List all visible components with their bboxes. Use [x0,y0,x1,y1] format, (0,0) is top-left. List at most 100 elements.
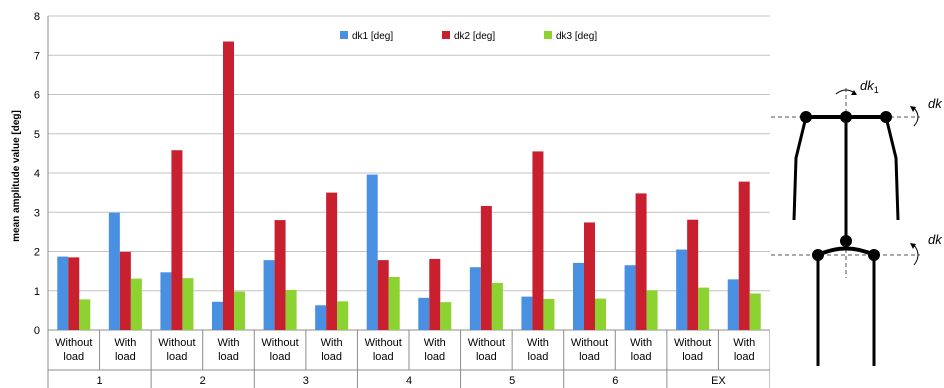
left-hip-joint [812,249,824,261]
subcategory-label: load [373,351,394,363]
subcategory-label: Without [365,337,402,349]
y-tick-label: 7 [34,50,40,62]
y-tick-label: 0 [34,325,40,337]
subcategory-label: Without [55,337,92,349]
bar-3 [79,299,91,330]
subcategory-label: With [218,337,240,349]
pelvis-center-joint [840,235,852,247]
bar-3 [440,302,452,330]
subcategory-label: load [734,351,755,363]
subcategory-label: load [63,351,84,363]
dk1-arrowhead [851,90,857,95]
bar-1 [418,297,430,330]
legend-swatch [544,31,552,39]
legend-label: dk3 [deg] [556,31,597,42]
bar-2 [532,151,544,330]
y-tick-label: 1 [34,286,40,298]
subcategory-label: Without [261,337,298,349]
right-shoulder-joint [880,111,892,123]
upper-arrowhead [910,106,916,112]
bar-2 [584,222,595,330]
subcategory-label: load [115,351,136,363]
legend-swatch [340,31,348,39]
bar-3 [182,278,194,330]
subcategory-label: load [167,351,188,363]
bar-1 [624,265,636,330]
subcategory-label: load [424,351,445,363]
lower-arrowhead [910,243,916,249]
bar-1 [727,279,739,330]
bar-3 [646,290,658,330]
legend: dk1 [deg] dk2 [deg] dk3 [deg] [340,31,597,42]
bar-2 [274,220,286,330]
bars [57,41,761,330]
upper-rotation-arrow [913,107,919,127]
lower-rotation-arrow [913,244,919,266]
bar-chart: 0 1 2 3 4 5 6 7 8 Without load With load Without load… [11,11,770,388]
bar-1 [676,249,688,330]
bar-2 [119,251,131,330]
right-arm [884,116,900,221]
subcategory-label: Without [468,337,505,349]
y-tick-labels: 0 1 2 3 4 5 6 7 8 [34,11,40,337]
bar-1 [521,296,533,330]
bar-1 [573,262,584,330]
bar-3 [543,298,555,330]
bar-2 [68,257,80,330]
bar-3 [234,291,245,330]
bar-2 [480,205,492,330]
category-axis-table: Without load With load Without load With load Wi… [47,330,770,388]
group-label: 3 [303,375,309,387]
subcategory-label: load [579,351,600,363]
bar-1 [108,212,120,330]
bar-1 [212,301,223,330]
bar-1 [366,174,378,330]
subcategory-label: load [476,351,497,363]
subcategory-label: load [321,351,342,363]
y-tick-label: 4 [34,168,40,180]
bar-1 [469,267,481,330]
bar-3 [337,301,349,330]
y-tick-label: 2 [34,247,40,259]
bar-2 [326,192,338,330]
group-label: 2 [200,375,206,387]
bar-2 [738,181,750,330]
subcategory-label: With [733,337,755,349]
bar-2 [377,260,389,330]
group-label: EX [711,375,726,387]
bar-2 [171,150,183,330]
y-tick-label: 6 [34,90,40,102]
bar-3 [749,293,761,330]
center-shoulder-joint [840,111,852,123]
bar-3 [388,277,400,330]
left-shoulder-joint [800,111,812,123]
group-label: 6 [612,375,618,387]
y-axis-label: mean amplitude value [deg] [11,110,22,242]
legend-label: dk1 [deg] [352,31,393,42]
right-hip-joint [868,249,880,261]
group-label: 4 [406,375,412,387]
subcategory-label: With [114,337,136,349]
lower-dk-label: dk [928,232,943,247]
legend-swatch [442,31,450,39]
bar-1 [315,305,327,330]
bar-2 [429,258,441,330]
subcategory-label: With [630,337,652,349]
y-tick-label: 5 [34,129,40,141]
kinematic-diagram: dk1 dk dk [770,78,943,366]
bar-3 [285,289,297,330]
subcategory-label: With [424,337,446,349]
subcategory-label: load [528,351,549,363]
upper-dk-label: dk [928,96,943,111]
bar-2 [687,219,699,330]
bar-1 [160,272,172,330]
left-arm [792,116,808,221]
subcategory-label: Without [674,337,711,349]
subcategory-label: With [321,337,343,349]
y-tick-label: 3 [34,207,40,219]
y-tick-label: 8 [34,11,40,23]
bar-1 [57,256,69,330]
legend-label: dk2 [deg] [454,31,495,42]
bar-1 [263,260,275,330]
subcategory-label: Without [158,337,195,349]
